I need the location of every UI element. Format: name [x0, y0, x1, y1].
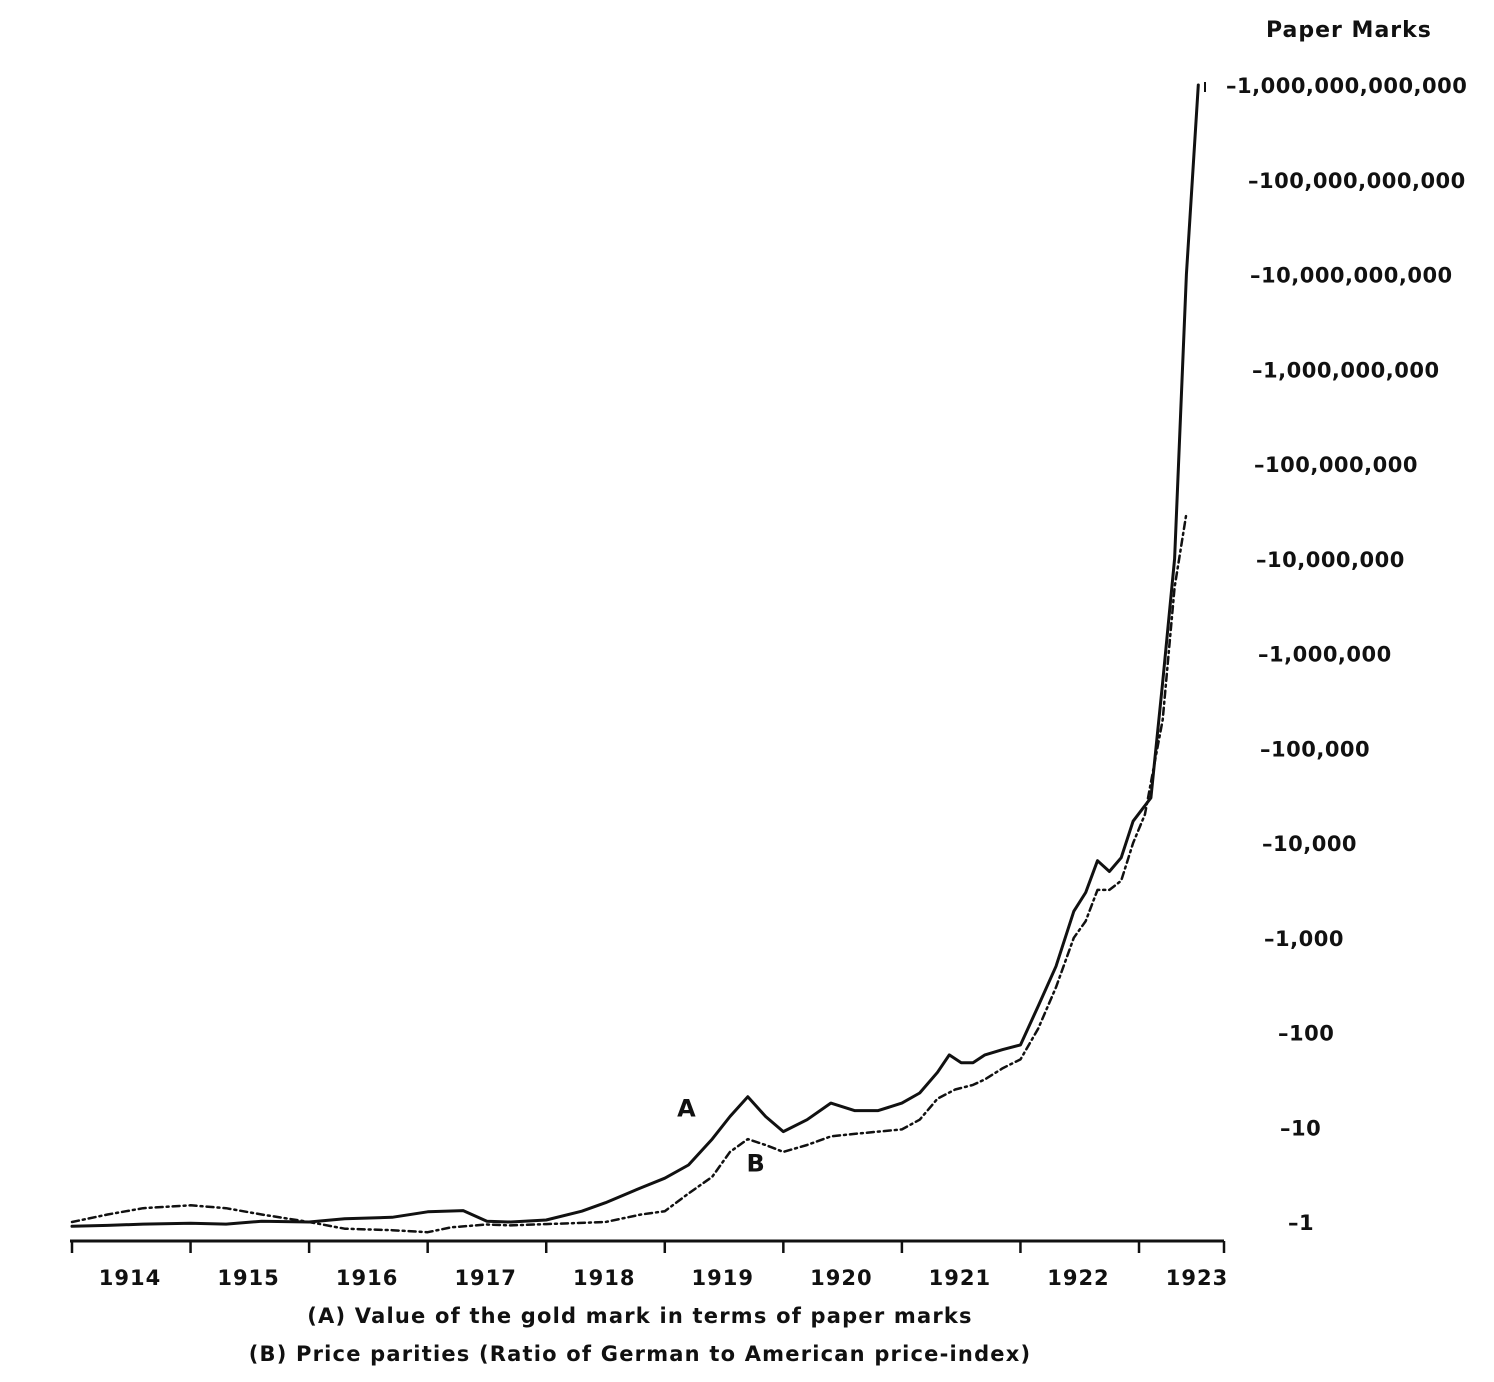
- axes: [70, 82, 1226, 1253]
- y-tick-label-10000000: –10,000,000: [1256, 548, 1405, 572]
- x-tick-label-1915: 1915: [217, 1266, 279, 1290]
- annotation-B: B: [747, 1150, 765, 1178]
- x-tick-label-1918: 1918: [573, 1266, 635, 1290]
- x-tick-label-1916: 1916: [336, 1266, 398, 1290]
- y-tick-label-100000000: –100,000,000: [1254, 453, 1418, 477]
- y-tick-label-10000000000: –10,000,000,000: [1250, 264, 1453, 288]
- y-tick-label-1000: –1,000: [1264, 927, 1344, 951]
- x-tick-label-1922: 1922: [1047, 1266, 1109, 1290]
- y-tick-label-1: –1: [1288, 1211, 1314, 1235]
- x-tick-label-1923: 1923: [1166, 1266, 1228, 1290]
- series-line-B: [70, 512, 1188, 1234]
- x-tick-label-1914: 1914: [99, 1266, 161, 1290]
- caption-series-a: (A) Value of the gold mark in terms of p…: [307, 1304, 973, 1328]
- series-layer: [70, 83, 1200, 1234]
- y-tick-label-1000000000: –1,000,000,000: [1252, 358, 1440, 382]
- y-tick-label-10: –10: [1280, 1116, 1321, 1140]
- x-tick-label-1919: 1919: [692, 1266, 754, 1290]
- y-tick-label-100000000000: –100,000,000,000: [1248, 169, 1466, 193]
- y-tick-label-1000000: –1,000,000: [1258, 643, 1392, 667]
- annotation-A: A: [677, 1094, 696, 1122]
- y-tick-label-1000000000000: –1,000,000,000,000: [1226, 74, 1467, 98]
- y-axis-label: Paper Marks: [1266, 18, 1432, 43]
- labels-layer: 1914 1915 1916 1917 1918 1919 1920 1921 1922 1923…: [99, 74, 1467, 1290]
- x-tick-label-1921: 1921: [929, 1266, 991, 1290]
- series-line-A: [70, 83, 1200, 1228]
- y-tick-label-10000: –10,000: [1262, 832, 1357, 856]
- x-tick-label-1917: 1917: [454, 1266, 516, 1290]
- caption-series-b: (B) Price parities (Ratio of German to A…: [248, 1342, 1032, 1366]
- x-tick-label-1920: 1920: [810, 1266, 872, 1290]
- y-tick-label-100: –100: [1278, 1022, 1334, 1046]
- y-tick-label-100000: –100,000: [1260, 737, 1370, 761]
